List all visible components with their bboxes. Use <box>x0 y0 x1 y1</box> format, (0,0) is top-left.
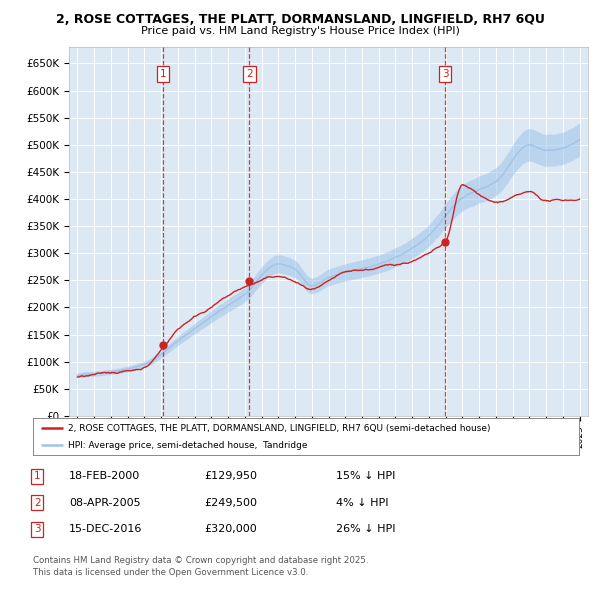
Text: 2: 2 <box>34 498 41 507</box>
Text: HPI: Average price, semi-detached house,  Tandridge: HPI: Average price, semi-detached house,… <box>68 441 308 450</box>
Text: 4% ↓ HPI: 4% ↓ HPI <box>336 498 389 507</box>
Text: Contains HM Land Registry data © Crown copyright and database right 2025.
This d: Contains HM Land Registry data © Crown c… <box>33 556 368 576</box>
Text: 18-FEB-2000: 18-FEB-2000 <box>69 471 140 481</box>
Text: 2, ROSE COTTAGES, THE PLATT, DORMANSLAND, LINGFIELD, RH7 6QU: 2, ROSE COTTAGES, THE PLATT, DORMANSLAND… <box>56 13 544 26</box>
Text: £129,950: £129,950 <box>204 471 257 481</box>
Text: 1: 1 <box>34 471 41 481</box>
Text: 1: 1 <box>160 69 166 79</box>
Text: 15% ↓ HPI: 15% ↓ HPI <box>336 471 395 481</box>
Text: 2: 2 <box>246 69 253 79</box>
Text: 26% ↓ HPI: 26% ↓ HPI <box>336 525 395 534</box>
Text: 08-APR-2005: 08-APR-2005 <box>69 498 140 507</box>
Text: 15-DEC-2016: 15-DEC-2016 <box>69 525 142 534</box>
Text: 2, ROSE COTTAGES, THE PLATT, DORMANSLAND, LINGFIELD, RH7 6QU (semi-detached hous: 2, ROSE COTTAGES, THE PLATT, DORMANSLAND… <box>68 424 491 433</box>
Text: £320,000: £320,000 <box>204 525 257 534</box>
Text: Price paid vs. HM Land Registry's House Price Index (HPI): Price paid vs. HM Land Registry's House … <box>140 26 460 36</box>
Text: 3: 3 <box>442 69 448 79</box>
Text: £249,500: £249,500 <box>204 498 257 507</box>
Text: 3: 3 <box>34 525 41 534</box>
